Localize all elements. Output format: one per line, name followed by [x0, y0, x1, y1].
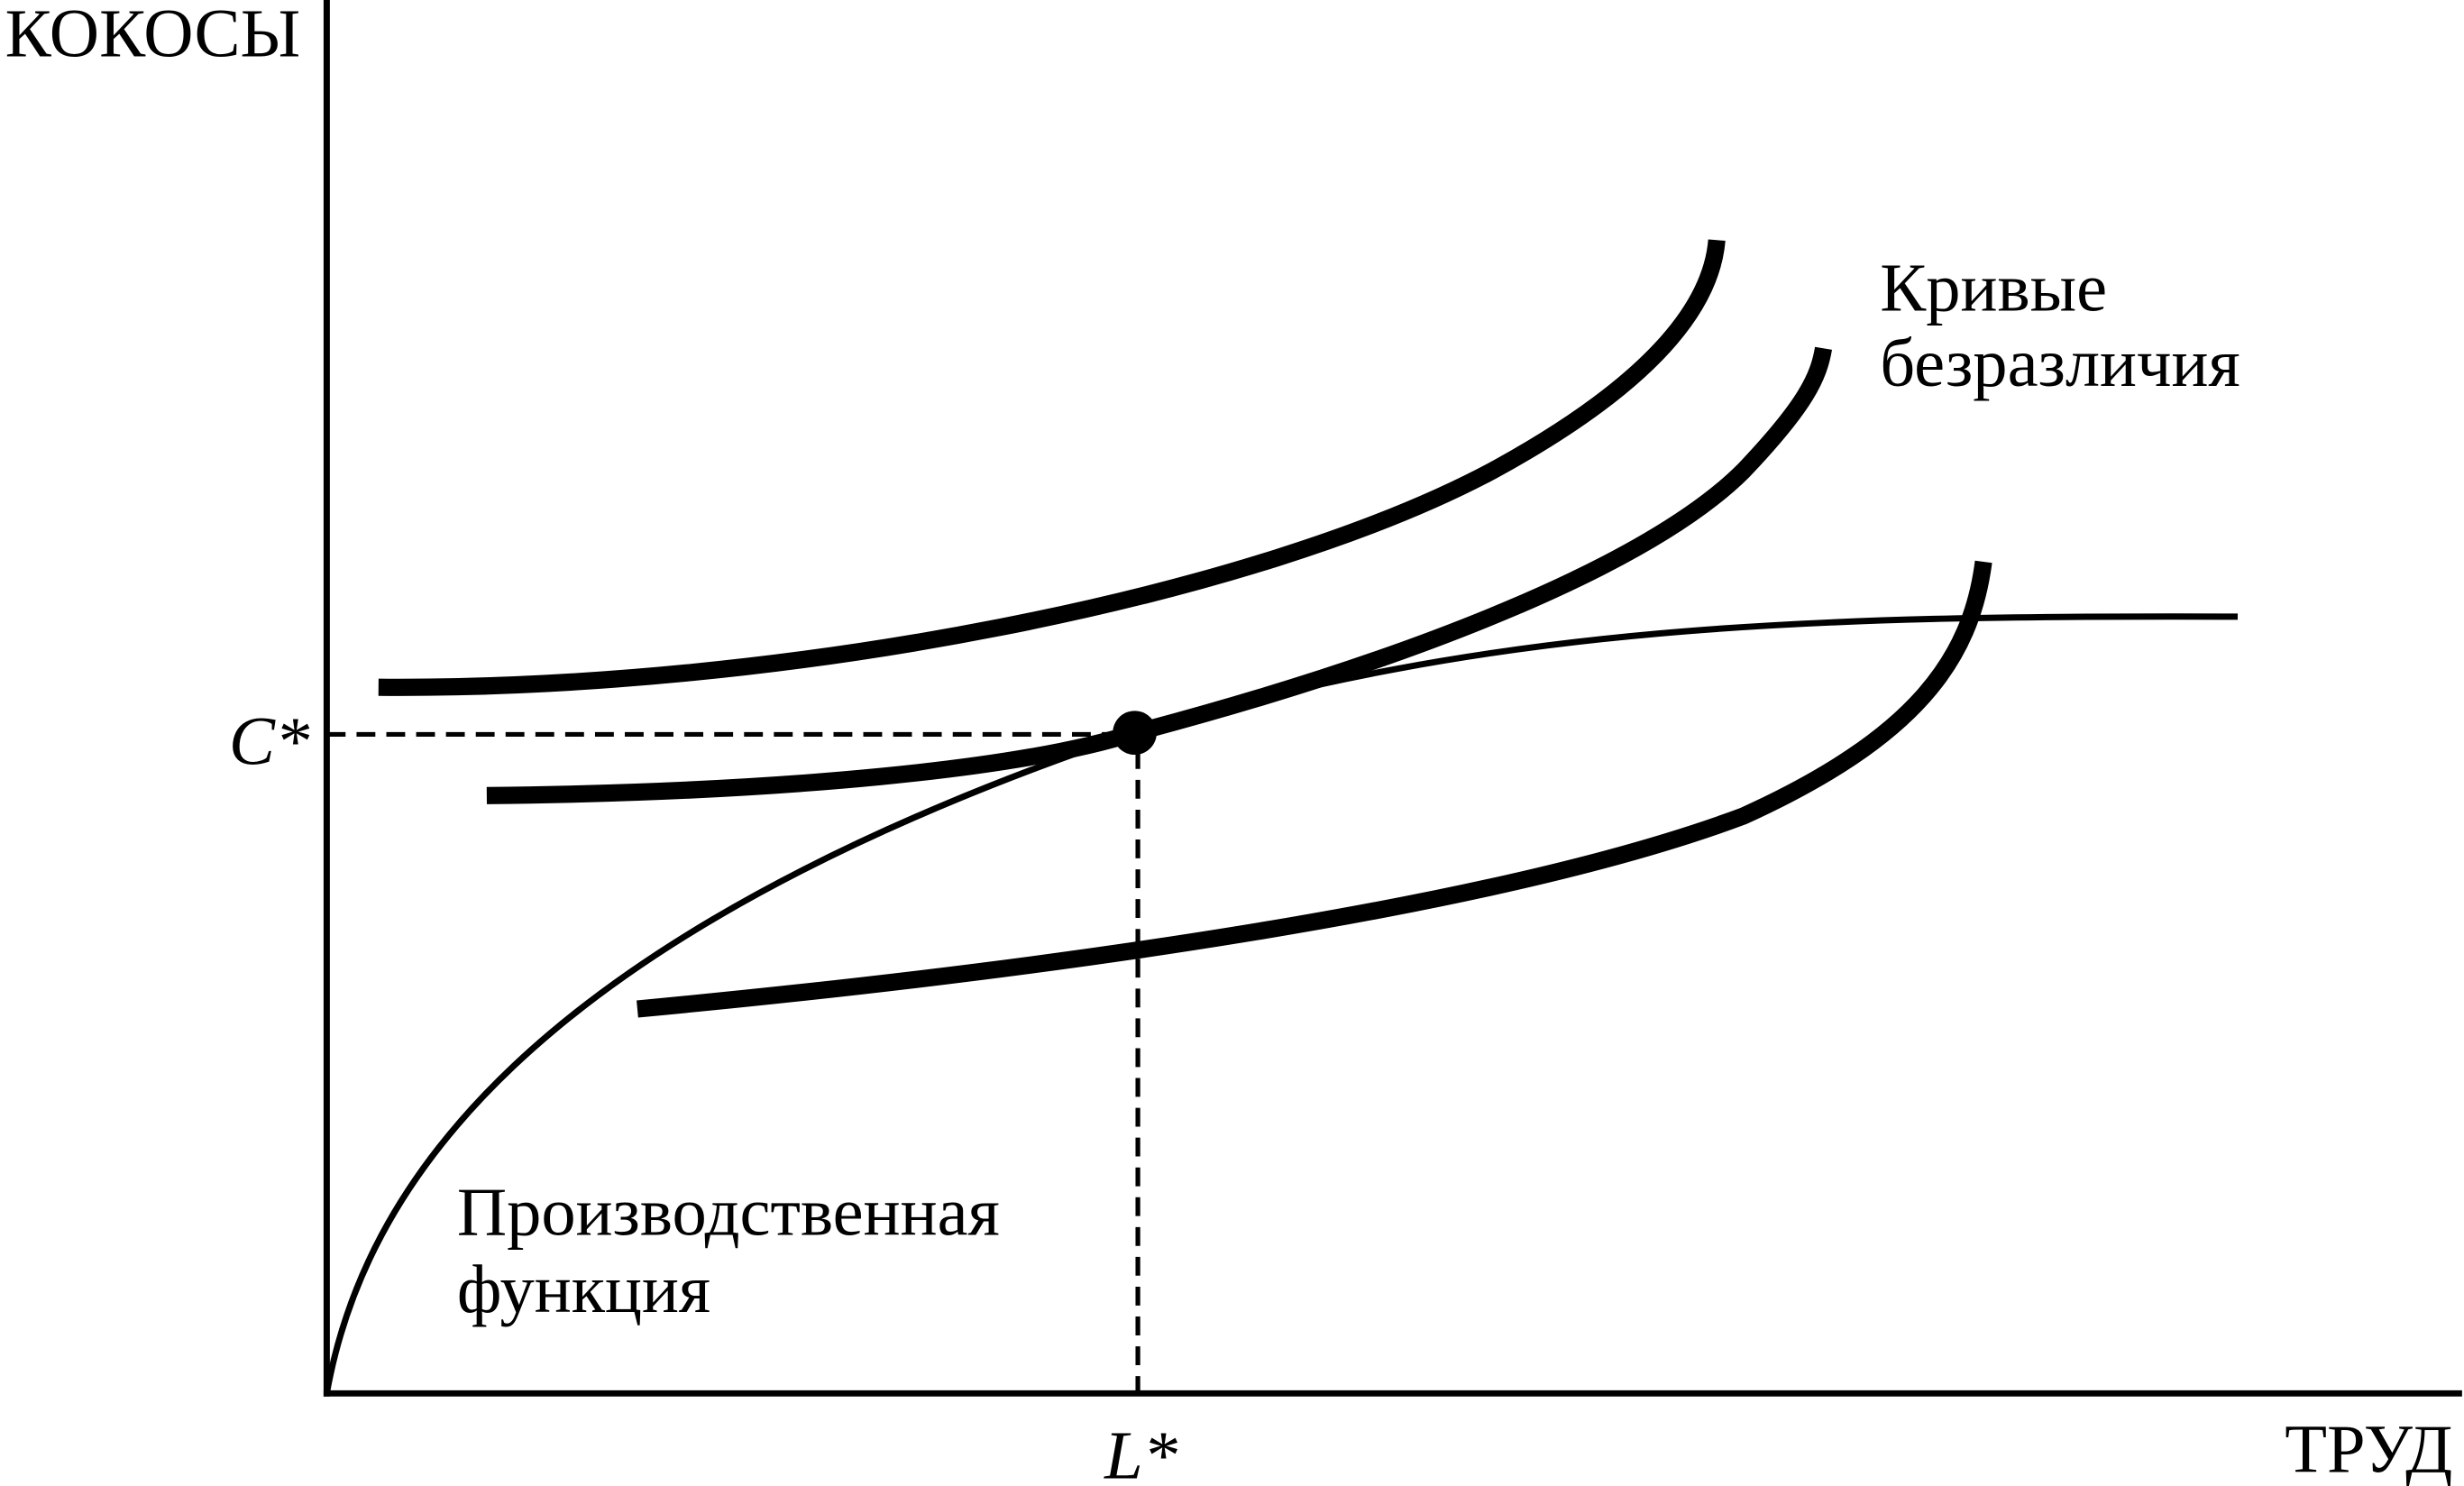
production-label: Производственная — [457, 1174, 1000, 1251]
indifference-curve-middle — [486, 346, 1833, 804]
indifference-curve-low — [637, 560, 1992, 1018]
equilibrium-point — [1113, 711, 1157, 756]
indifference-curve-high — [378, 239, 1726, 696]
production-label: функция — [457, 1251, 710, 1327]
c-star-label: C* — [229, 702, 310, 779]
x-axis-label: ТРУД — [2285, 1410, 2452, 1486]
l-star-label: L* — [1104, 1417, 1178, 1486]
indifference-label: безразличия — [1880, 325, 2240, 401]
indifference-label: Кривые — [1880, 250, 2107, 326]
y-axis-label: КОКОСЫ — [5, 0, 301, 72]
